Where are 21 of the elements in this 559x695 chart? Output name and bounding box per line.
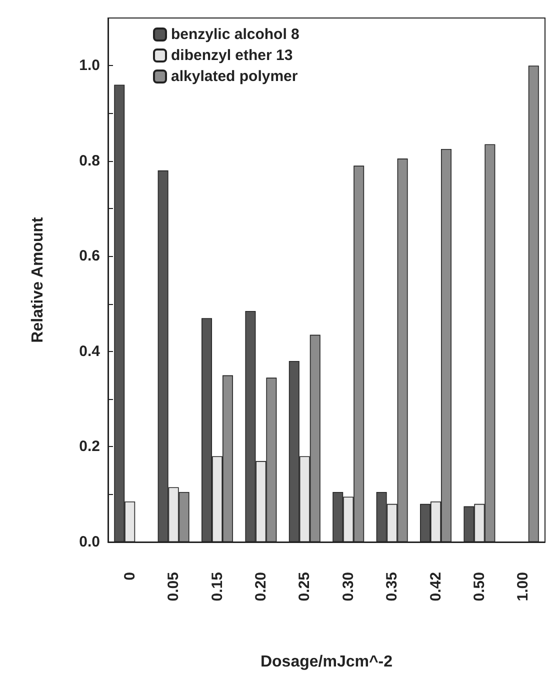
y-axis-title: Relative Amount xyxy=(30,216,46,343)
x-tick-label: 0.25 xyxy=(296,572,314,602)
legend-label: alkylated polymer xyxy=(171,68,298,85)
y-tick-label: 0.6 xyxy=(79,248,100,265)
x-tick-label: 0.20 xyxy=(252,572,270,602)
x-tick-label: 1.00 xyxy=(514,572,532,602)
x-axis-title: Dosage/mJcm^-2 xyxy=(260,654,393,670)
y-tick-label: 1.0 xyxy=(79,57,100,74)
x-tick-label: 0.05 xyxy=(165,572,182,602)
x-tick-label: 0.50 xyxy=(470,572,488,602)
x-tick-label: 0.42 xyxy=(427,572,444,602)
x-tick-label: 0 xyxy=(121,572,138,580)
x-tick-label: 0.15 xyxy=(208,572,226,602)
x-tick-label: 0.30 xyxy=(340,572,357,602)
y-tick-label: 0.8 xyxy=(79,152,100,170)
y-tick-label: 0.2 xyxy=(79,438,100,456)
y-tick-label: 0.0 xyxy=(79,534,100,550)
y-tick-label: 0.4 xyxy=(79,342,101,360)
legend-label: benzylic alcohol 8 xyxy=(171,26,300,43)
x-tick-label: 0.35 xyxy=(384,572,401,602)
legend-label: dibenzyl ether 13 xyxy=(171,47,293,64)
